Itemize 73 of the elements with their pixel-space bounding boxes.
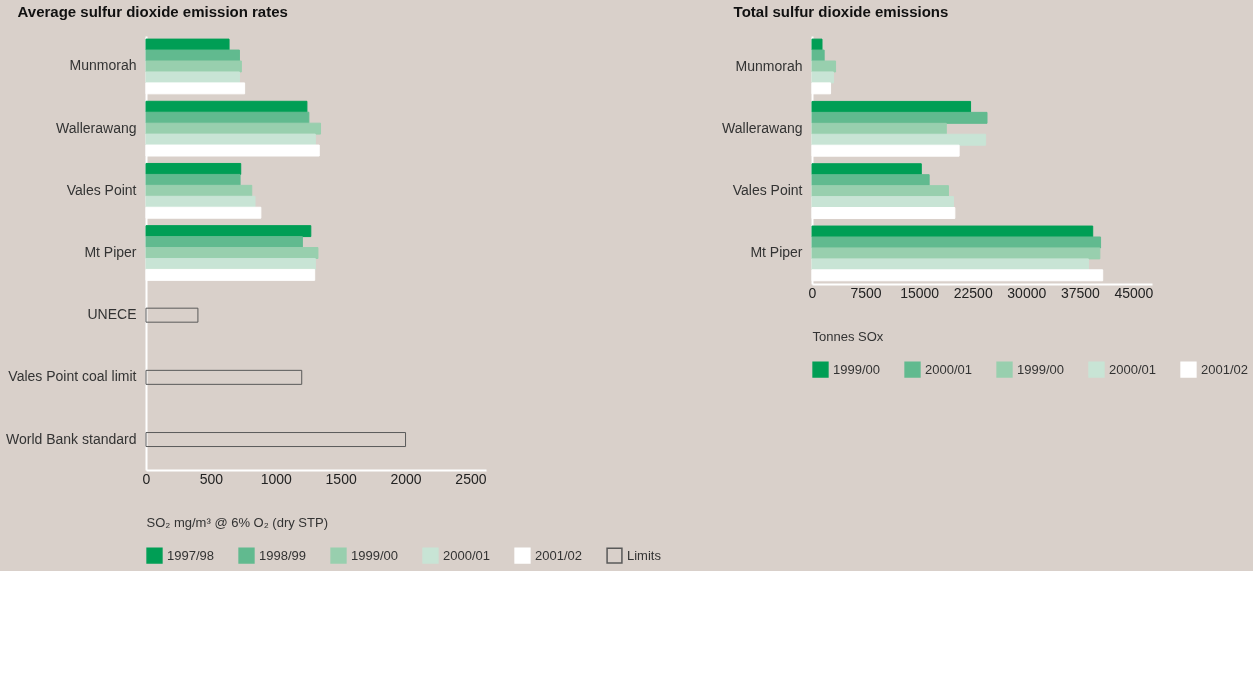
chart-title: Average sulfur dioxide emission rates: [17, 3, 288, 20]
x-tick-label: 1000: [260, 470, 293, 487]
legend-label: 1999/00: [1017, 361, 1064, 377]
legend-label: 2000/01: [925, 361, 972, 377]
y-tick-label: Wallerawang: [56, 119, 137, 136]
legend-label: 2000/01: [1109, 361, 1156, 377]
bar: [811, 236, 1102, 249]
y-tick-label: Vales Point: [66, 181, 137, 198]
legend-label: 2001/02: [1201, 361, 1248, 377]
bar: [145, 236, 303, 249]
y-tick-label: Mt Piper: [750, 244, 803, 261]
bar: [145, 100, 308, 113]
y-tick-label: Mt Piper: [84, 244, 137, 260]
bar: [811, 196, 954, 209]
x-tick-label: 37500: [1060, 284, 1101, 301]
y-tick-label: Vales Point coal limit: [8, 368, 137, 385]
bar: [145, 38, 230, 51]
bar: [145, 257, 316, 270]
x-tick-label: 2500: [455, 470, 487, 487]
x-tick-label: 45000: [1114, 284, 1154, 301]
legend-label: 1997/98: [167, 547, 214, 563]
y-tick-label: Vales Point: [732, 182, 803, 199]
legend-label: Limits: [627, 547, 662, 563]
x-axis-title: SO₂ mg/m³ @ 6% O₂ (dry STP): [146, 514, 328, 530]
bar: [145, 133, 316, 146]
bar: [811, 247, 1101, 260]
y-tick-label: UNECE: [87, 306, 137, 323]
bar: [811, 174, 930, 187]
bar: [811, 111, 988, 124]
y-tick-label: Munmorah: [735, 57, 803, 74]
bar: [145, 307, 199, 323]
x-tick-label: 15000: [900, 284, 940, 301]
bar: [811, 133, 987, 146]
legend-label: 1999/00: [833, 361, 880, 377]
x-tick-label: 7500: [850, 284, 882, 301]
bar: [811, 100, 972, 113]
bar: [145, 162, 242, 175]
chart-title: Total sulfur dioxide emissions: [733, 3, 949, 20]
legend-label: 1999/00: [351, 547, 398, 563]
bar: [145, 60, 242, 73]
bar: [811, 38, 823, 51]
x-tick-label: 1500: [325, 470, 357, 487]
bar: [145, 195, 256, 208]
bar: [811, 60, 837, 73]
bar: [811, 122, 947, 135]
bar: [811, 71, 834, 84]
y-tick-label: Wallerawang: [722, 119, 803, 136]
x-tick-label: 0: [808, 284, 817, 301]
bar: [811, 49, 825, 62]
x-tick-label: 2000: [390, 470, 422, 487]
bar: [811, 225, 1094, 238]
bar: [145, 432, 407, 448]
y-tick-label: Munmorah: [69, 57, 137, 74]
bar: [145, 173, 241, 186]
bar: [145, 225, 312, 238]
y-tick-label: World Bank standard: [6, 430, 137, 447]
bar: [145, 369, 303, 385]
bar: [145, 49, 240, 62]
x-tick-label: 30000: [1007, 284, 1047, 301]
x-tick-label: 500: [199, 470, 224, 487]
x-tick-label: 22500: [953, 284, 993, 301]
bar: [811, 258, 1089, 271]
x-axis-title: Tonnes SOx: [812, 328, 884, 344]
legend-label: 1998/99: [259, 547, 306, 563]
legend-label: 2000/01: [443, 547, 490, 563]
bar: [811, 163, 922, 176]
bar: [145, 71, 240, 84]
bar: [811, 185, 949, 198]
legend-label: 2001/02: [535, 547, 582, 563]
x-tick-label: 0: [142, 470, 151, 487]
bar: [145, 247, 319, 259]
bar: [145, 184, 253, 197]
bar: [145, 111, 310, 124]
